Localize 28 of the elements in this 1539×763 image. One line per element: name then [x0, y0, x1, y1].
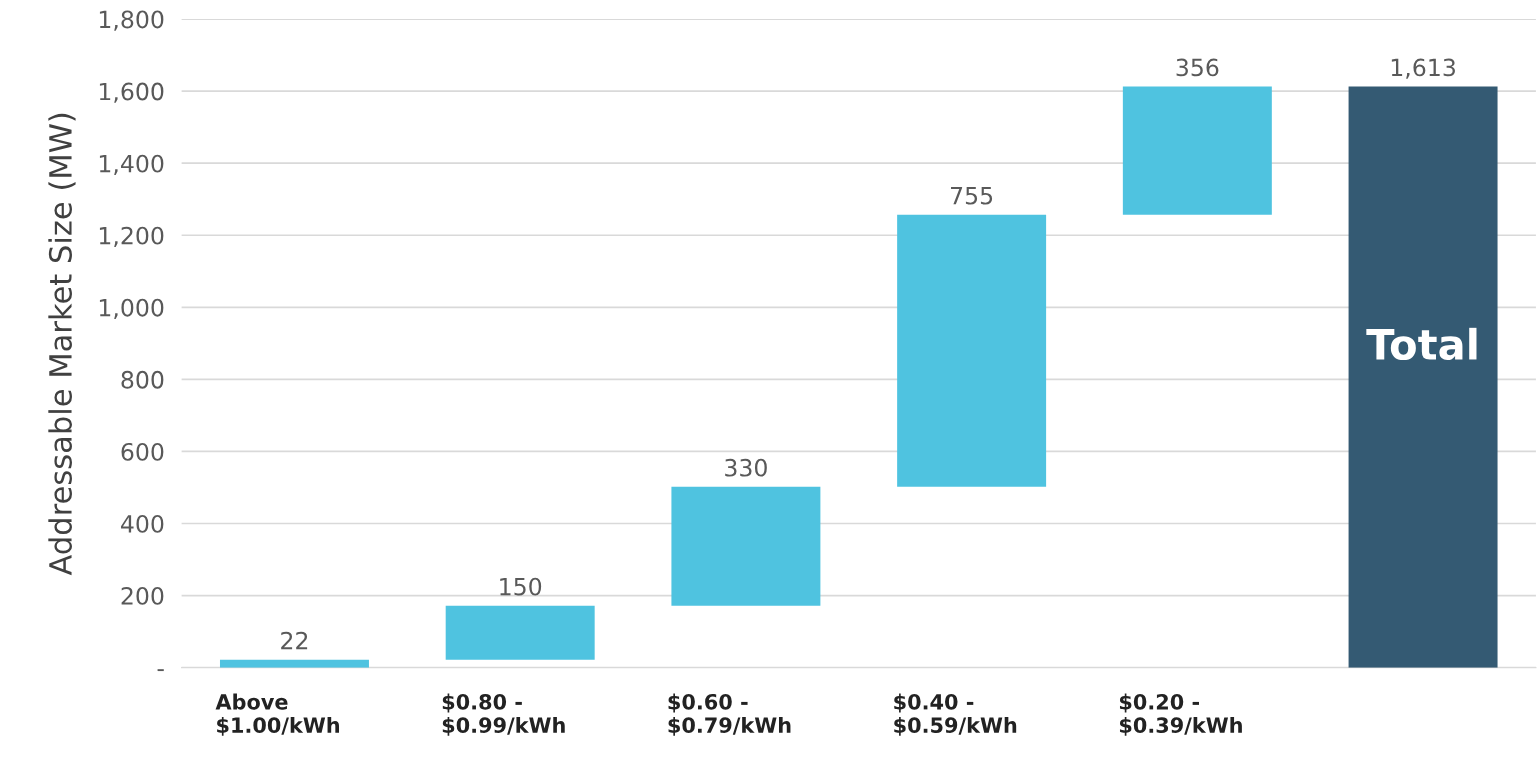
y-tick-label: 400 [121, 514, 164, 533]
data-label: 330 [725, 458, 767, 477]
y-axis-title: Addressable Market Size (MW) [48, 113, 76, 576]
y-tick-label: 1,200 [99, 226, 164, 247]
data-label: 356 [1176, 58, 1219, 77]
data-label: 22 [281, 631, 308, 650]
x-tick-label: Above $1.00/kWh [215, 693, 339, 736]
y-tick-label: 1,600 [99, 82, 164, 103]
bar [671, 486, 821, 606]
y-tick-label: 1,800 [99, 10, 164, 31]
bar [1122, 86, 1272, 215]
x-tick-label: $0.60 - $0.79/kWh [668, 693, 791, 736]
y-tick-label: 800 [121, 370, 164, 389]
data-label: 150 [500, 577, 542, 596]
y-tick-label: 200 [121, 587, 164, 605]
x-tick-label: $0.80 - $0.99/kWh [442, 693, 565, 736]
x-tick-label: $0.20 - $0.39/kWh [1119, 693, 1242, 736]
y-tick-label: 1,400 [99, 154, 164, 175]
annotation: Total [1366, 327, 1477, 361]
bar [1348, 86, 1498, 668]
bar [445, 605, 595, 660]
bar [897, 214, 1047, 487]
data-label: 1,613 [1391, 58, 1455, 79]
y-tick-label: 600 [121, 442, 164, 461]
y-tick-label: - [157, 669, 164, 672]
data-label: 755 [951, 187, 993, 205]
y-tick-label: 1,000 [99, 298, 164, 320]
x-tick-label: $0.40 - $0.59/kWh [894, 693, 1017, 736]
